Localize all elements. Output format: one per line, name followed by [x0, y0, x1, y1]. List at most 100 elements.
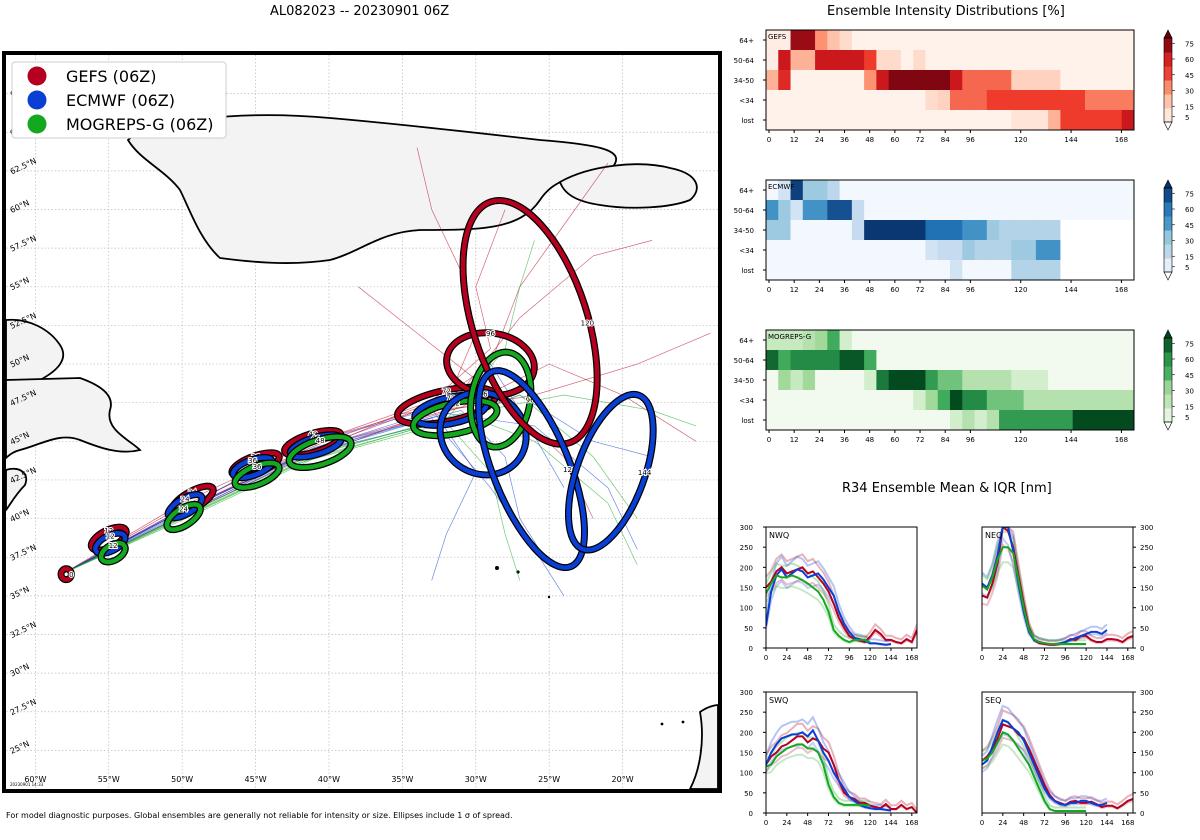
heatmap-cell	[1121, 260, 1135, 281]
heatmap-cell	[815, 330, 828, 351]
colorbar-segment	[1164, 108, 1172, 123]
heatmap-cell	[851, 330, 865, 351]
heatmap-cell	[1097, 200, 1110, 221]
heatmap-cell	[839, 180, 853, 201]
heatmap-cell	[913, 220, 926, 241]
heatmap-cell	[962, 30, 976, 51]
heatmap-cell	[851, 390, 865, 411]
heatmap-cell	[1035, 390, 1049, 411]
heatmap-cell	[839, 110, 853, 131]
map-plot-area: 0121212242424363636484848727272969696120…	[6, 55, 718, 789]
r34-xtick-label: 72	[824, 654, 833, 662]
heatmap-cell	[900, 70, 914, 91]
r34-xtick-label: 48	[1019, 654, 1028, 662]
heatmap-cell	[827, 370, 841, 391]
r34-ytick-label: 200	[740, 729, 753, 737]
heatmap-xtick-label: 12	[790, 436, 799, 444]
heatmap-xtick-label: 72	[916, 436, 925, 444]
heatmap-xtick-label: 84	[941, 436, 950, 444]
heatmap-cell	[1023, 200, 1037, 221]
heatmap-cell	[913, 30, 926, 51]
heatmap-cell	[1011, 90, 1025, 111]
heatmap-cell	[1035, 350, 1049, 371]
r34-ytick-label: 300	[740, 689, 753, 697]
colorbar-segment	[1164, 94, 1172, 109]
heatmap-cell	[1072, 200, 1086, 221]
r34-ytick-label: 250	[740, 544, 753, 552]
heatmap-cell	[950, 200, 963, 221]
heatmap-cell	[1060, 330, 1074, 351]
heatmap-cell	[974, 30, 988, 51]
r34-ytick-label: 0	[1140, 810, 1144, 818]
heatmap-cell	[851, 370, 865, 391]
heatmap-cell	[913, 390, 926, 411]
lat-tick-label: 57.5°N	[9, 234, 38, 254]
heatmap-cell	[950, 410, 963, 431]
colorbar-tick-label: 30	[1185, 238, 1194, 246]
heatmap-row-label: <34	[739, 97, 754, 105]
heatmap-cell	[1048, 70, 1061, 91]
gefs-ellipse	[460, 198, 600, 447]
gefs-r34-mean	[982, 723, 1133, 810]
r34-ytick-label: 100	[1140, 605, 1153, 613]
ecmwf-ellipse-hour-label: 144	[638, 469, 652, 477]
greenland-landmass	[126, 114, 617, 264]
r34-xtick-label: 120	[1079, 654, 1092, 662]
heatmap-cell	[790, 370, 804, 391]
colorbar-segment	[1164, 366, 1172, 381]
r34-plot-area	[982, 527, 1133, 647]
heatmap-cell	[802, 110, 816, 131]
heatmap-cell	[766, 90, 779, 111]
heatmap-cell	[1109, 30, 1123, 51]
r34-panel-label: SEQ	[985, 696, 1001, 705]
heatmap-cell	[937, 70, 951, 91]
heatmap-cell	[1048, 240, 1061, 261]
heatmap-xtick-label: 120	[1014, 286, 1027, 294]
colorbar-segment	[1164, 52, 1172, 67]
heatmap-cell	[1011, 110, 1025, 131]
gefs-ellipse-hour-label: 96	[486, 330, 495, 338]
r34-panel-seq: SEQ 0 24 48 72 96 120 144 168 0 50 100 150 200 250 300	[980, 689, 1154, 827]
heatmap-cell	[876, 220, 890, 241]
heatmap-cell	[1121, 50, 1135, 71]
colorbar-tick-label: 45	[1185, 222, 1194, 230]
footnote: For model diagnostic purposes. Global en…	[6, 811, 513, 820]
heatmap-cell	[888, 410, 902, 431]
heatmap-cell	[802, 330, 816, 351]
heatmap-cell	[962, 350, 976, 371]
colorbar-mogreps-g: 5 15 30 45 60 75	[1163, 329, 1194, 431]
heatmap-cell	[974, 70, 988, 91]
heatmap-cell	[839, 90, 853, 111]
africa-landmass	[688, 704, 718, 789]
gefs-r34-mean	[766, 735, 917, 813]
heatmap-cell	[864, 30, 877, 51]
heatmap-cell	[888, 90, 902, 111]
heatmap-cell	[925, 220, 939, 241]
heatmap-cell	[913, 110, 926, 131]
heatmap-cell	[790, 260, 804, 281]
heatmap-cell	[986, 180, 1000, 201]
heatmap-cell	[888, 220, 902, 241]
heatmap-cell	[1048, 370, 1061, 391]
heatmap-cell	[950, 90, 963, 111]
r34-ytick-label: 0	[1140, 645, 1144, 653]
heatmap-cell	[900, 30, 914, 51]
r34-ytick-label: 300	[1140, 689, 1153, 697]
heatmap-cell	[925, 180, 939, 201]
heatmap-cell	[974, 260, 988, 281]
colorbar-min-arrow	[1163, 271, 1173, 281]
heatmap-cell	[802, 240, 816, 261]
heatmap-cell	[986, 350, 1000, 371]
mogreps-r34-upper	[766, 732, 871, 803]
heatmap-cell	[1023, 110, 1037, 131]
heatmap-cell	[778, 240, 792, 261]
heatmap-cell	[962, 410, 976, 431]
heatmap-cell	[1084, 220, 1098, 241]
heatmap-cell	[766, 220, 779, 241]
legend-label-2: MOGREPS-G (06Z)	[66, 115, 213, 134]
lat-tick-label: 25°N	[9, 739, 31, 756]
heatmap-cell	[1023, 90, 1037, 111]
r34-xtick-label: 24	[782, 654, 791, 662]
